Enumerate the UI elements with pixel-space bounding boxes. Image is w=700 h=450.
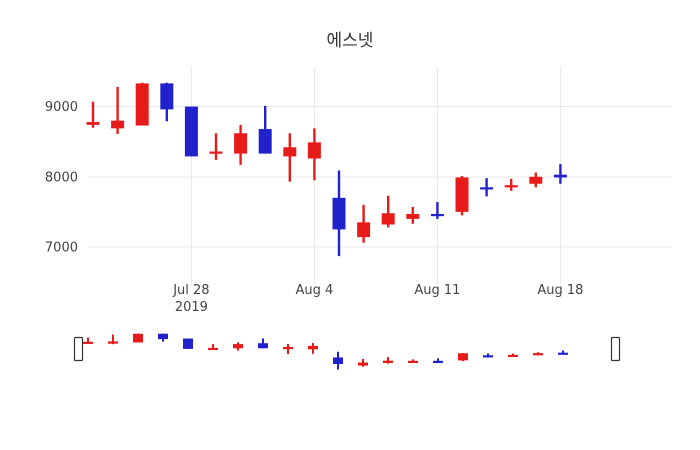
overview-candlestick-body[interactable] bbox=[408, 360, 418, 363]
overview-candlestick[interactable] bbox=[258, 338, 268, 349]
candlestick[interactable] bbox=[455, 176, 469, 216]
candlestick[interactable] bbox=[504, 178, 518, 191]
overview-candlestick-body[interactable] bbox=[108, 341, 118, 344]
candlestick[interactable] bbox=[381, 195, 395, 228]
overview-candlestick[interactable] bbox=[233, 342, 243, 351]
overview-candlestick[interactable] bbox=[158, 333, 168, 342]
candlestick[interactable] bbox=[160, 82, 174, 122]
candlestick[interactable] bbox=[209, 133, 223, 160]
overview-candlestick[interactable] bbox=[508, 353, 518, 358]
x-axis-tick-label: Aug 11 bbox=[414, 283, 460, 298]
overview-candlestick[interactable] bbox=[458, 352, 468, 362]
overview-candlestick[interactable] bbox=[308, 343, 318, 354]
candlestick[interactable] bbox=[529, 172, 543, 188]
candlestick[interactable] bbox=[332, 170, 346, 257]
overview-candlestick[interactable] bbox=[358, 358, 368, 367]
overview-candlestick[interactable] bbox=[383, 357, 393, 364]
overview-candlestick-body[interactable] bbox=[183, 338, 193, 349]
overview-candlestick[interactable] bbox=[133, 333, 143, 343]
x-axis-tick-label: Aug 18 bbox=[537, 283, 583, 298]
candlestick-body[interactable] bbox=[480, 187, 494, 190]
candlestick-body[interactable] bbox=[406, 213, 420, 219]
overview-candlestick[interactable] bbox=[433, 358, 443, 363]
y-axis-tick-label: 8000 bbox=[45, 170, 78, 185]
candlestick-body[interactable] bbox=[381, 213, 395, 225]
page-title: 에스넷 bbox=[327, 31, 374, 51]
x-axis-tick-label: Jul 28 bbox=[172, 283, 209, 298]
candlestick[interactable] bbox=[480, 178, 494, 197]
candlestick-body[interactable] bbox=[283, 147, 297, 157]
range-selector-left-handle[interactable] bbox=[73, 336, 84, 362]
overview-candlestick-body[interactable] bbox=[308, 345, 318, 350]
x-axis-tick-label: Aug 4 bbox=[296, 283, 334, 298]
candlestick[interactable] bbox=[430, 202, 444, 219]
overview-candlestick-body[interactable] bbox=[83, 341, 93, 344]
overview-candlestick-body[interactable] bbox=[158, 333, 168, 340]
candlestick[interactable] bbox=[234, 124, 248, 165]
overview-candlestick-body[interactable] bbox=[283, 346, 293, 350]
y-axis-ticks: 7000 8000 9000 bbox=[45, 100, 78, 255]
overview-candlestick-body[interactable] bbox=[508, 354, 518, 358]
x-axis-tick-sublabel: 2019 bbox=[175, 300, 208, 315]
candlestick-body[interactable] bbox=[135, 83, 149, 126]
x-axis-ticks: Jul 28 2019 Aug 4 Aug 11 Aug 18 bbox=[172, 283, 583, 315]
overview-candlestick[interactable] bbox=[558, 350, 568, 355]
candlestick[interactable] bbox=[406, 206, 420, 224]
candlestick[interactable] bbox=[283, 133, 297, 182]
candlestick-body[interactable] bbox=[430, 213, 444, 217]
overview-candlestick-body[interactable] bbox=[358, 362, 368, 366]
candlestick-body[interactable] bbox=[553, 174, 567, 178]
candlestick-body[interactable] bbox=[209, 151, 223, 154]
candlestick-body[interactable] bbox=[529, 176, 543, 184]
candlestick-body[interactable] bbox=[258, 129, 272, 154]
range-selector-right-handle[interactable] bbox=[610, 336, 621, 362]
overview-candlestick-body[interactable] bbox=[533, 353, 543, 356]
candlestick-body[interactable] bbox=[504, 185, 518, 188]
overview-candlestick[interactable] bbox=[483, 353, 493, 358]
candlestick-body[interactable] bbox=[357, 222, 371, 238]
candlestick-series[interactable] bbox=[86, 82, 567, 257]
candlestick[interactable] bbox=[86, 101, 100, 128]
overview-candlestick-body[interactable] bbox=[483, 355, 493, 358]
overview-candlestick[interactable] bbox=[183, 338, 193, 349]
overview-candlestick[interactable] bbox=[108, 334, 118, 345]
range-selector-handles[interactable] bbox=[73, 336, 621, 362]
candlestick[interactable] bbox=[184, 106, 198, 157]
overview-candlestick[interactable] bbox=[333, 351, 343, 370]
candlestick-body[interactable] bbox=[111, 120, 125, 129]
candlestick[interactable] bbox=[307, 128, 321, 181]
candlestick-body[interactable] bbox=[234, 133, 248, 154]
candlestick-body[interactable] bbox=[332, 197, 346, 230]
overview-candlestick[interactable] bbox=[283, 344, 293, 355]
candlestick-body[interactable] bbox=[184, 106, 198, 157]
overview-candlestick-body[interactable] bbox=[458, 353, 468, 361]
candlestick[interactable] bbox=[135, 82, 149, 126]
candlestick-body[interactable] bbox=[160, 83, 174, 110]
candlestick[interactable] bbox=[553, 164, 567, 184]
y-axis-tick-label: 7000 bbox=[45, 240, 78, 255]
y-axis-tick-label: 9000 bbox=[45, 100, 78, 115]
overview-candlestick-body[interactable] bbox=[383, 360, 393, 363]
candlestick[interactable] bbox=[111, 86, 125, 134]
overview-candlestick-body[interactable] bbox=[333, 357, 343, 364]
overview-candlestick[interactable] bbox=[208, 344, 218, 351]
overview-candlestick-body[interactable] bbox=[433, 360, 443, 363]
overview-candlestick-body[interactable] bbox=[558, 352, 568, 355]
overview-candlestick-body[interactable] bbox=[133, 333, 143, 343]
candlestick-body[interactable] bbox=[455, 177, 469, 212]
overview-candlestick[interactable] bbox=[408, 359, 418, 363]
candlestick[interactable] bbox=[258, 105, 272, 154]
overview-candlestick-body[interactable] bbox=[233, 344, 243, 349]
overview-candlestick[interactable] bbox=[533, 352, 543, 356]
overview-candlestick-body[interactable] bbox=[258, 343, 268, 349]
candlestick-body[interactable] bbox=[307, 142, 321, 159]
overview-candlestick[interactable] bbox=[83, 337, 93, 344]
range-selector-series[interactable] bbox=[83, 333, 568, 370]
candlestick-body[interactable] bbox=[86, 122, 100, 125]
candlestick[interactable] bbox=[357, 204, 371, 243]
overview-candlestick-body[interactable] bbox=[208, 347, 218, 351]
